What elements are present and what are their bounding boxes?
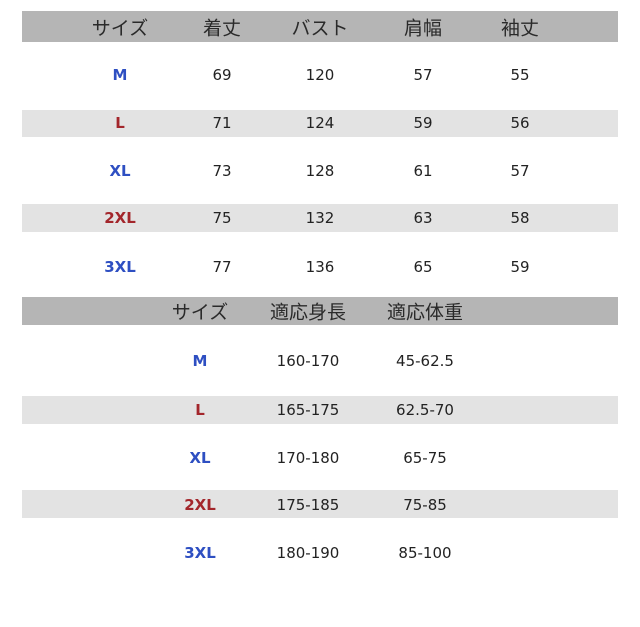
table-cell: 57 bbox=[413, 66, 433, 84]
size-label: L bbox=[115, 114, 125, 132]
table-cell: 165-175 bbox=[276, 401, 340, 419]
table-cell: 180-190 bbox=[276, 544, 340, 562]
size-label: XL bbox=[109, 162, 131, 180]
column-header: バスト bbox=[291, 17, 349, 39]
table-cell: 77 bbox=[212, 258, 232, 276]
size-label: L bbox=[195, 401, 205, 419]
table-cell: 55 bbox=[510, 66, 530, 84]
size-label: M bbox=[192, 352, 208, 370]
table-cell: 75 bbox=[212, 209, 232, 227]
table-cell: 71 bbox=[212, 114, 232, 132]
table-cell: 160-170 bbox=[276, 352, 340, 370]
row-stripe bbox=[22, 396, 618, 424]
table-cell: 59 bbox=[510, 258, 530, 276]
table-cell: 63 bbox=[413, 209, 433, 227]
table-cell: 75-85 bbox=[403, 496, 447, 514]
table-cell: 69 bbox=[212, 66, 232, 84]
size-label: 2XL bbox=[184, 496, 216, 514]
table-cell: 175-185 bbox=[276, 496, 340, 514]
table-cell: 65 bbox=[413, 258, 433, 276]
size-label: XL bbox=[189, 449, 211, 467]
size-label: 3XL bbox=[104, 258, 136, 276]
table-cell: 124 bbox=[305, 114, 335, 132]
column-header: 肩幅 bbox=[403, 17, 443, 39]
column-header: 適応身長 bbox=[269, 301, 347, 324]
row-stripe bbox=[22, 490, 618, 518]
header-row bbox=[22, 297, 618, 325]
table-cell: 170-180 bbox=[276, 449, 340, 467]
table-cell: 65-75 bbox=[403, 449, 447, 467]
table-cell: 57 bbox=[510, 162, 530, 180]
row-stripe bbox=[22, 110, 618, 137]
table-cell: 59 bbox=[413, 114, 433, 132]
column-header: 適応体重 bbox=[386, 301, 464, 324]
table-cell: 120 bbox=[305, 66, 335, 84]
column-header: サイズ bbox=[171, 301, 229, 324]
table-cell: 73 bbox=[212, 162, 232, 180]
table-cell: 85-100 bbox=[398, 544, 452, 562]
size-label: M bbox=[112, 66, 128, 84]
table-cell: 132 bbox=[305, 209, 335, 227]
table-cell: 62.5-70 bbox=[396, 401, 454, 419]
size-label: 3XL bbox=[184, 544, 216, 562]
table-cell: 56 bbox=[510, 114, 530, 132]
header-row bbox=[22, 11, 618, 42]
row-stripe bbox=[22, 204, 618, 232]
table-cell: 58 bbox=[510, 209, 530, 227]
table-cell: 45-62.5 bbox=[396, 352, 454, 370]
table-cell: 128 bbox=[305, 162, 335, 180]
column-header: 着丈 bbox=[202, 17, 242, 39]
table-cell: 136 bbox=[305, 258, 335, 276]
column-header: 袖丈 bbox=[500, 17, 540, 39]
size-label: 2XL bbox=[104, 209, 136, 227]
table-cell: 61 bbox=[413, 162, 433, 180]
column-header: サイズ bbox=[91, 17, 149, 39]
